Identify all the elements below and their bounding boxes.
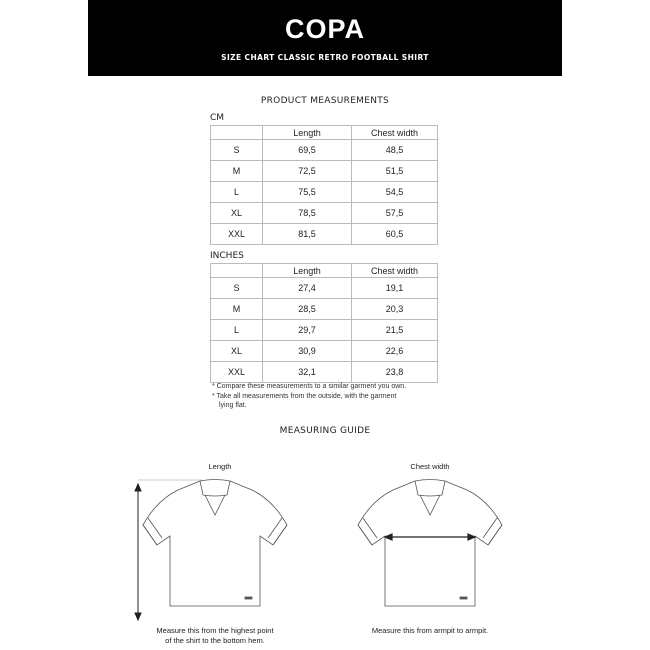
note: * Compare these measurements to a simila… (212, 383, 407, 390)
cm-table: Length Chest width S 69,5 48,5 M 72,5 51,5 L 75,5… (210, 125, 438, 245)
table-header: Length Chest width (210, 263, 438, 278)
header-banner: COPA SIZE CHART CLASSIC RETRO FOOTBALL S… (88, 0, 562, 76)
table-row: XXL 81,5 60,5 (210, 223, 438, 245)
measurements-title: PRODUCT MEASUREMENTS (260, 96, 390, 106)
table-cell: 32,1 (262, 361, 352, 383)
caption-line: of the shirt to the bottom hem. (165, 636, 265, 645)
chest-label: Chest width (410, 462, 450, 471)
table-row: M 72,5 51,5 (210, 160, 438, 182)
table-row: XXL 32,1 23,8 (210, 361, 438, 383)
chest-arrow (383, 533, 477, 541)
table-cell: 23,8 (351, 361, 438, 383)
table-row: L 29,7 21,5 (210, 319, 438, 341)
length-arrow (134, 479, 202, 622)
table-header: Length Chest width (210, 125, 438, 140)
table-row: XL 30,9 22,6 (210, 340, 438, 362)
table-row: XL 78,5 57,5 (210, 202, 438, 224)
chest-shirt-drawing (357, 479, 503, 607)
table-cell: 60,5 (351, 223, 438, 245)
length-label: Length (208, 462, 232, 471)
cm-label: CM (210, 113, 225, 123)
length-shirt-drawing (142, 479, 288, 607)
table-cell: 51,5 (351, 160, 438, 182)
inches-label: INCHES (210, 251, 244, 261)
notes: * Compare these measurements to a simila… (212, 382, 406, 411)
note: * Take all measurements from the outside… (212, 392, 397, 400)
header-subtitle: SIZE CHART CLASSIC RETRO FOOTBALL SHIRT (221, 53, 429, 62)
note: lying flat. (219, 402, 247, 409)
caption-line: Measure this from the highest point (156, 626, 274, 635)
guide-title: MEASURING GUIDE (279, 426, 371, 436)
length-caption: Measure this from the highest point of t… (135, 626, 295, 646)
copa-logo: COPA (284, 14, 365, 44)
inches-table: Length Chest width S 27,4 19,1 M 28,5 20,3 L 29,7… (210, 263, 438, 383)
table-cell: 54,5 (351, 181, 438, 203)
chest-caption: Measure this from armpit to armpit. (371, 626, 489, 635)
